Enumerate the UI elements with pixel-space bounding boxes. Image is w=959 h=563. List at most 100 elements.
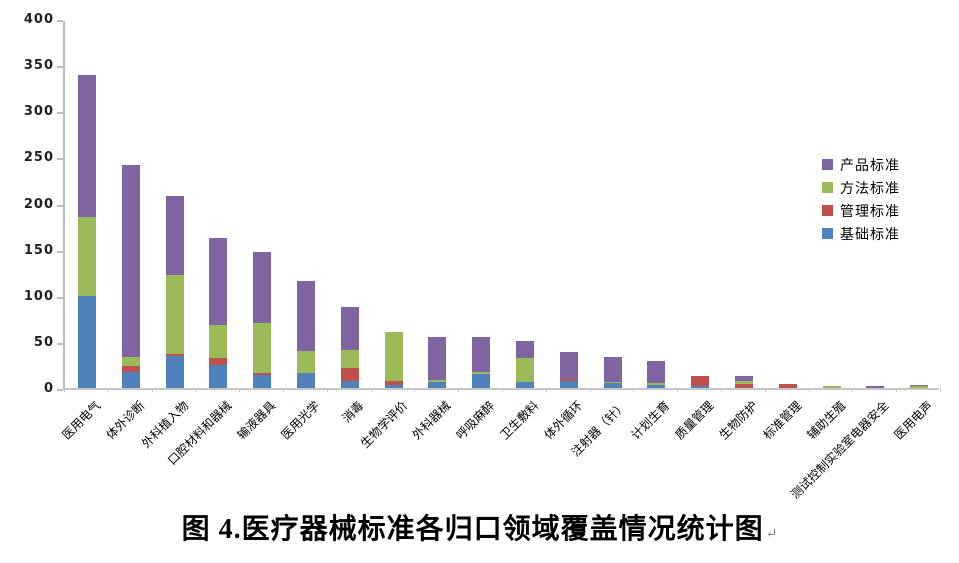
bar-segment bbox=[209, 237, 228, 326]
y-axis-tick-label: 150 bbox=[23, 242, 54, 258]
legend-label: 方法标准 bbox=[840, 181, 900, 197]
bar-segment bbox=[77, 75, 96, 218]
bar-segment bbox=[253, 375, 272, 388]
bar-segment bbox=[77, 217, 96, 296]
bar-segment bbox=[209, 357, 228, 365]
bar-segment bbox=[515, 340, 534, 359]
chart-caption: 图 4.医疗器械标准各归口领域覆盖情况统计图 ↵ bbox=[0, 507, 959, 547]
bar-segment bbox=[296, 373, 315, 388]
chart-title: 图 4.医疗器械标准各归口领域覆盖情况统计图 bbox=[181, 514, 764, 545]
bar-segment bbox=[559, 380, 578, 388]
x-axis-tick bbox=[414, 388, 416, 392]
bar-segment bbox=[384, 380, 403, 386]
y-axis-tick-label: 250 bbox=[23, 150, 54, 166]
x-axis-tick bbox=[940, 388, 941, 392]
y-axis-tick-label: 400 bbox=[23, 12, 54, 27]
x-axis-tick bbox=[589, 388, 591, 392]
stacked-bar bbox=[691, 376, 710, 388]
bar-segment bbox=[165, 275, 184, 354]
y-axis-tick bbox=[57, 20, 63, 22]
bar-segment bbox=[296, 281, 315, 352]
x-axis-tick bbox=[502, 388, 503, 392]
bar-segment bbox=[121, 356, 140, 366]
bar-segment bbox=[340, 350, 359, 368]
x-axis-tick bbox=[326, 388, 328, 392]
stacked-bar bbox=[822, 386, 841, 388]
stacked-bar bbox=[472, 337, 491, 388]
x-axis-tick bbox=[721, 388, 722, 392]
bar-segment bbox=[691, 386, 710, 388]
stacked-bar bbox=[340, 306, 359, 388]
bar-segment bbox=[734, 376, 753, 381]
y-axis-tick bbox=[57, 389, 63, 391]
bar-segment bbox=[603, 383, 622, 388]
bar-segment bbox=[253, 322, 272, 374]
x-axis-tick bbox=[852, 388, 854, 392]
bar-segment bbox=[603, 356, 622, 382]
bar-segment bbox=[559, 352, 578, 379]
bar-segment bbox=[472, 374, 491, 388]
stacked-bar bbox=[296, 281, 315, 388]
stacked-bar bbox=[253, 252, 272, 388]
x-axis-tick bbox=[64, 388, 65, 392]
legend-label: 管理标准 bbox=[840, 204, 900, 220]
bar-segment bbox=[428, 337, 447, 380]
legend-label: 基础标准 bbox=[840, 227, 900, 243]
x-axis-tick bbox=[195, 388, 197, 392]
bar-segment bbox=[647, 385, 666, 388]
plot-area bbox=[57, 20, 941, 392]
y-axis-tick bbox=[57, 158, 63, 161]
stacked-bar bbox=[121, 164, 140, 388]
legend-item: 产品标准 bbox=[822, 153, 900, 176]
stacked-bar bbox=[209, 237, 228, 388]
stacked-bar bbox=[910, 385, 929, 388]
stacked-bar bbox=[647, 361, 666, 388]
bar-segment bbox=[472, 372, 491, 375]
y-axis-tick-label: 0 bbox=[43, 381, 54, 396]
legend-swatch-basic bbox=[822, 228, 833, 239]
stacked-bar bbox=[603, 356, 622, 388]
bar-segment bbox=[165, 353, 184, 356]
y-axis-tick bbox=[57, 342, 63, 345]
bar-segment bbox=[734, 384, 753, 388]
x-axis-tick bbox=[370, 388, 372, 392]
bar-segment bbox=[428, 381, 447, 388]
x-axis-tick bbox=[545, 388, 547, 392]
x-axis-tick bbox=[283, 388, 284, 392]
stacked-bar bbox=[77, 75, 96, 388]
bar-segment bbox=[428, 379, 447, 382]
y-axis-tick-label: 350 bbox=[23, 58, 54, 74]
x-axis-tick bbox=[458, 388, 460, 392]
stacked-bar bbox=[428, 337, 447, 388]
bar-segment bbox=[472, 337, 491, 373]
y-axis-tick bbox=[57, 66, 63, 69]
stacked-bar bbox=[734, 376, 753, 388]
bar-segment bbox=[910, 386, 929, 388]
legend-swatch-method bbox=[822, 182, 833, 193]
bar-segment bbox=[691, 376, 710, 387]
x-axis-tick bbox=[896, 388, 898, 392]
bar-segment bbox=[340, 380, 359, 388]
bar-segment bbox=[647, 361, 666, 384]
bar-segment bbox=[340, 367, 359, 381]
stacked-bar bbox=[165, 196, 184, 388]
legend: 产品标准 方法标准 管理标准 基础标准 bbox=[822, 153, 900, 245]
x-axis-tick bbox=[633, 388, 635, 392]
legend-swatch-management bbox=[822, 205, 833, 216]
legend-item: 基础标准 bbox=[822, 222, 900, 245]
bar-segment bbox=[209, 325, 228, 358]
stacked-bar bbox=[559, 352, 578, 388]
bar-segment bbox=[165, 355, 184, 388]
legend-item: 管理标准 bbox=[822, 199, 900, 222]
legend-label: 产品标准 bbox=[840, 158, 900, 174]
bar-segment bbox=[253, 373, 272, 376]
bar-segment bbox=[209, 364, 228, 388]
y-axis-tick-label: 200 bbox=[23, 196, 54, 212]
x-axis-tick bbox=[151, 388, 153, 392]
y-axis-tick bbox=[57, 204, 63, 207]
bar-segment bbox=[734, 380, 753, 385]
bar-segment bbox=[296, 351, 315, 374]
x-axis-tick bbox=[107, 388, 109, 392]
y-axis-tick-label: 300 bbox=[23, 104, 54, 120]
bar-segment bbox=[910, 385, 929, 387]
